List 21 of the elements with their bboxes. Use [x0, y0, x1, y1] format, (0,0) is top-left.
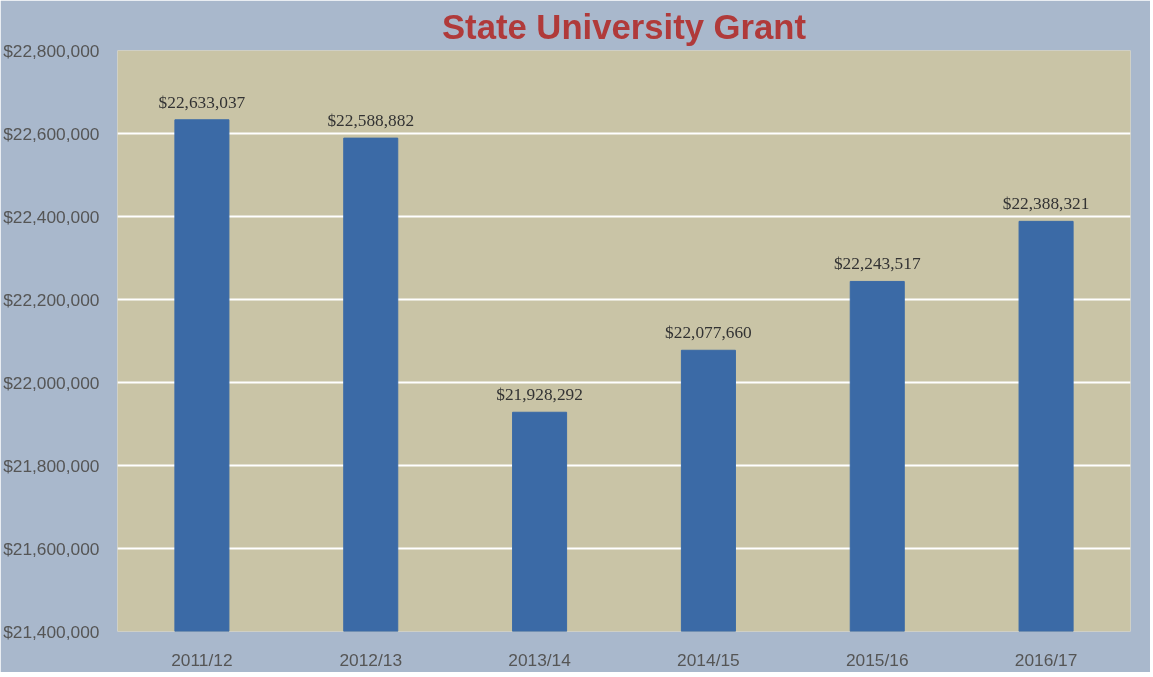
y-tick-label: $21,800,000 — [3, 455, 100, 476]
x-tick-label: 2015/16 — [845, 649, 909, 670]
y-tick-label: $21,400,000 — [3, 621, 100, 642]
x-tick-label: 2011/12 — [171, 649, 233, 670]
data-label: $22,077,660 — [665, 323, 752, 343]
x-tick-label: 2012/13 — [339, 649, 403, 670]
chart-title: State University Grant — [442, 7, 807, 46]
data-label: $22,633,037 — [158, 92, 246, 112]
data-label: $22,243,517 — [833, 254, 921, 274]
y-tick-label: $22,400,000 — [3, 206, 100, 227]
y-tick-label: $22,800,000 — [3, 40, 100, 61]
data-label: $22,388,321 — [1002, 194, 1090, 214]
x-tick-label: 2013/14 — [508, 649, 572, 670]
x-tick-label: 2014/15 — [677, 649, 740, 670]
y-tick-label: $22,600,000 — [3, 123, 100, 144]
y-tick-label: $22,200,000 — [3, 289, 100, 310]
data-label: $21,928,292 — [496, 385, 583, 405]
y-tick-label: $21,600,000 — [3, 538, 100, 559]
data-label: $22,588,882 — [327, 111, 415, 131]
x-tick-label: 2016/17 — [1014, 649, 1078, 670]
y-tick-label: $22,000,000 — [3, 372, 100, 393]
